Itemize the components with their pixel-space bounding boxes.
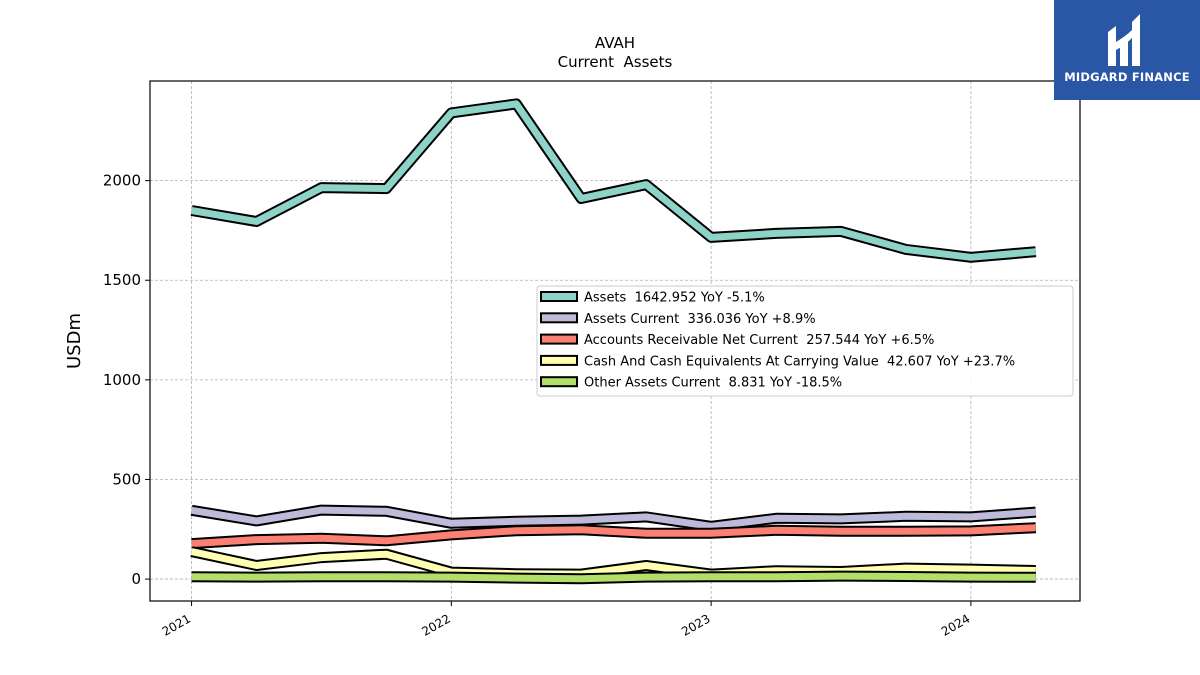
y-tick-label: 0 — [131, 570, 141, 588]
x-tick-label: 2021 — [160, 611, 193, 638]
legend-swatch-0 — [540, 291, 578, 302]
legend-label-1: Assets Current 336.036 YoY +8.9% — [584, 312, 816, 327]
y-tick-label: 1000 — [103, 371, 141, 389]
series-outline-0 — [190, 98, 1037, 263]
y-tick-label: 2000 — [103, 172, 141, 190]
y-tick-label: 500 — [112, 470, 141, 488]
plot-frame — [149, 80, 1081, 602]
brand-logo-mark-icon — [1108, 14, 1140, 66]
legend-swatch-1 — [540, 312, 578, 324]
brand-logo-text: MIDGARD FINANCE — [1064, 70, 1190, 84]
series-line-3 — [190, 548, 1036, 578]
series-line-1 — [191, 506, 1037, 530]
legend-swatch-2 — [540, 333, 578, 345]
y-axis-label: USDm — [64, 313, 85, 369]
series-line-2 — [191, 524, 1036, 548]
chart-subtitle: Current Assets — [558, 53, 673, 71]
series-line-0 — [191, 100, 1037, 261]
legend-label-2: Accounts Receivable Net Current 257.544 … — [584, 333, 934, 348]
legend-box — [536, 285, 1074, 397]
x-tick-label: 2022 — [419, 611, 452, 638]
x-tick-label: 2024 — [939, 611, 972, 638]
legend-swatch-3 — [540, 354, 578, 366]
chart-title: AVAH — [595, 34, 635, 52]
brand-logo: MIDGARD FINANCE — [1054, 0, 1200, 100]
legend-label-4: Other Assets Current 8.831 YoY -18.5% — [584, 376, 842, 391]
y-tick-label: 1500 — [103, 271, 141, 289]
legend-label-3: Cash And Cash Equivalents At Carrying Va… — [584, 354, 1015, 369]
x-tick-label: 2023 — [679, 611, 712, 638]
legend-label-0: Assets 1642.952 YoY -5.1% — [584, 291, 765, 306]
legend-swatch-4 — [540, 376, 578, 388]
series-line-4 — [191, 572, 1036, 583]
